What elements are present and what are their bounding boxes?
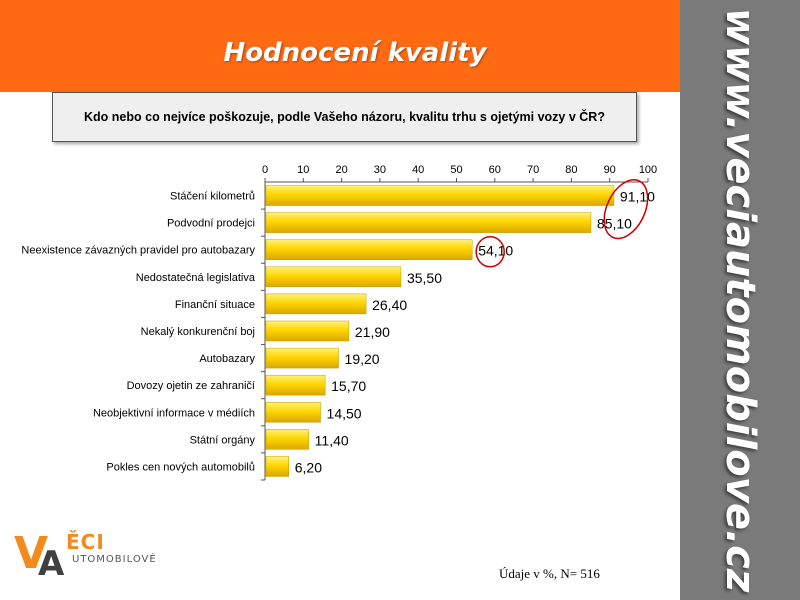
category-label: Finanční situace [175, 299, 255, 311]
highlight-circle [475, 235, 505, 268]
category-label: Dovozy ojetin ze zahraničí [127, 380, 255, 392]
category-label: Nedostatečná legislativa [136, 272, 256, 284]
category-label: Státní orgány [190, 434, 256, 446]
value-label: 14,50 [327, 405, 362, 421]
category-label: Nekalý konkurenční boj [141, 326, 255, 338]
logo-text-eci: ĚCI [66, 530, 105, 554]
bar [265, 429, 309, 450]
bar-chart: 0 10 20 30 40 50 60 70 80 90 100 Stáčení kilometrů 9… [21, 164, 657, 481]
value-label: 91,10 [620, 189, 655, 205]
bar [265, 293, 367, 315]
category-label: Neexistence závazných pravidel pro autob… [21, 245, 255, 257]
value-label: 54,10 [478, 243, 513, 259]
value-label: 21,90 [355, 324, 390, 340]
category-label: Stáčení kilometrů [170, 191, 255, 203]
value-label: 85,10 [597, 216, 632, 232]
bar [265, 402, 321, 423]
category-label: Autobazary [199, 353, 255, 365]
x-tick-label: 80 [565, 164, 577, 176]
sidebar-band [680, 0, 800, 600]
question-box: Kdo nebo co nejvíce poškozuje, podle Vaš… [52, 92, 637, 142]
value-label: 6,20 [295, 459, 322, 475]
x-tick-label: 90 [604, 164, 616, 176]
x-tick-label: 70 [527, 164, 539, 176]
category-label: Podvodní prodejci [167, 218, 255, 230]
x-tick-label: 10 [297, 164, 309, 176]
logo-text-automobilove: UTOMOBILOVÉ [72, 554, 157, 565]
x-tick-label: 30 [374, 164, 386, 176]
value-label: 11,40 [315, 432, 349, 448]
value-label: 15,70 [331, 378, 366, 394]
logo-letter-v: V [14, 528, 49, 579]
value-label: 35,50 [407, 270, 442, 286]
bar [265, 347, 339, 369]
header-band [0, 0, 680, 92]
bar [265, 456, 289, 477]
category-label: Pokles cen nových automobilů [106, 461, 255, 473]
bar [265, 374, 326, 396]
x-tick-label: 100 [639, 164, 657, 176]
website-url: www.veciautomobilove.cz [717, 7, 763, 593]
x-tick-label: 40 [412, 164, 424, 176]
x-tick-label: 60 [489, 164, 501, 176]
x-tick-label: 20 [335, 164, 347, 176]
slide-title: Hodnocení kvality [223, 38, 487, 68]
x-tick-label: 0 [262, 164, 268, 176]
bar [265, 239, 473, 260]
bar [265, 185, 615, 206]
highlight-circle [603, 179, 649, 240]
question-text: Kdo nebo co nejvíce poškozuje, podle Vaš… [84, 110, 605, 124]
value-label: 19,20 [345, 351, 380, 367]
logo-letter-a: A [38, 544, 65, 584]
bar [265, 212, 592, 233]
category-label: Neobjektivní informace v médiích [93, 407, 255, 419]
logo: V A ĚCI UTOMOBILOVÉ [8, 528, 188, 588]
value-label: 26,40 [372, 297, 407, 313]
bar [265, 266, 402, 288]
footnote: Údaje v %, N= 516 [499, 566, 600, 581]
bar [265, 320, 350, 342]
x-tick-label: 50 [450, 164, 462, 176]
